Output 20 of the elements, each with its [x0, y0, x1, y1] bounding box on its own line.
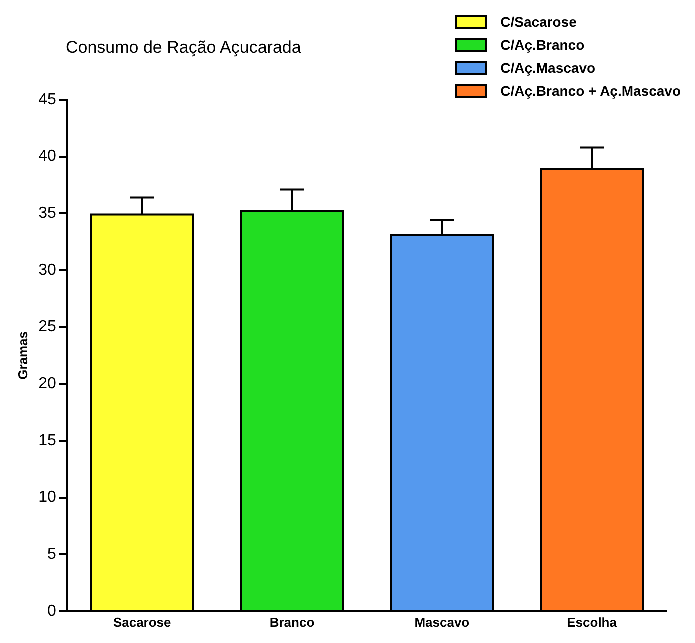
y-tick-label: 40: [38, 148, 56, 166]
y-tick-label: 45: [38, 91, 56, 108]
legend-label: C/Aç.Branco + Aç.Mascavo: [500, 82, 681, 98]
y-tick-label: 25: [38, 318, 56, 336]
y-tick-label: 30: [38, 262, 56, 279]
x-tick-label: Mascavo: [414, 614, 470, 630]
x-tick-label: Branco: [270, 614, 315, 630]
legend-label: C/Aç.Branco: [500, 36, 585, 52]
y-axis-title: Gramas: [15, 331, 30, 380]
y-tick-label: 5: [47, 546, 56, 563]
chart-title: Consumo de Ração Açucarada: [66, 38, 302, 58]
y-tick-label: 20: [38, 376, 56, 393]
legend-label: C/Aç.Mascavo: [500, 60, 596, 76]
y-tick-label: 10: [38, 489, 56, 506]
y-tick-label: 15: [38, 432, 56, 450]
y-tick-label: 0: [47, 602, 56, 620]
x-tick-label: Escolha: [567, 614, 618, 630]
y-tick-label: 35: [38, 205, 56, 222]
x-tick-label: Sacarose: [113, 614, 172, 630]
legend-label: C/Sacarose: [500, 14, 577, 30]
